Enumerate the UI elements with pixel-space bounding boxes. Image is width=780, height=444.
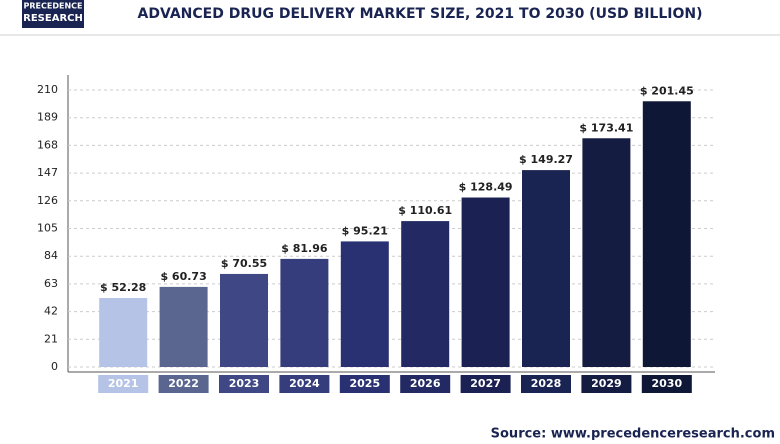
chart-title: ADVANCED DRUG DELIVERY MARKET SIZE, 2021… [138, 6, 703, 22]
y-tick-label: 42 [44, 305, 58, 318]
value-label: $ 52.28 [100, 281, 146, 294]
logo-text: RESEARCH [23, 13, 83, 24]
value-label: $ 70.55 [221, 257, 267, 270]
value-label: $ 60.73 [160, 270, 206, 283]
category-box [400, 375, 451, 393]
bar [340, 241, 389, 367]
value-label: $ 173.41 [579, 121, 633, 134]
category-box [279, 375, 330, 393]
x-tick-label: 2029 [591, 377, 622, 390]
value-label: $ 201.45 [640, 84, 694, 97]
value-label: $ 95.21 [342, 224, 388, 237]
source: Source: www.precedenceresearch.com [491, 427, 775, 441]
bar [220, 273, 268, 367]
bar [522, 170, 570, 367]
category-box [581, 375, 632, 393]
category-box [521, 375, 571, 393]
category-box [98, 375, 149, 393]
x-tick-label: 2022 [168, 377, 199, 390]
y-tick-label: 189 [37, 111, 58, 124]
x-tick-label: 2030 [651, 377, 682, 390]
bar [461, 197, 510, 367]
y-tick-label: 168 [37, 138, 58, 151]
bar [99, 298, 148, 367]
value-label: $ 128.49 [459, 181, 513, 194]
bar [582, 138, 631, 367]
y-tick-label: 0 [51, 360, 58, 373]
bar [280, 258, 329, 367]
category-box [339, 375, 390, 393]
value-label: $ 149.27 [519, 153, 573, 166]
logo-box [22, 0, 84, 28]
bar [159, 286, 208, 367]
y-tick-label: 105 [37, 222, 58, 235]
x-tick-label: 2027 [470, 377, 501, 390]
category-box [158, 375, 209, 393]
y-tick-label: 147 [37, 166, 58, 179]
x-tick-label: 2026 [410, 377, 441, 390]
y-tick-label: 63 [44, 277, 58, 290]
y-tick-label: 210 [37, 83, 58, 96]
category-box [219, 375, 269, 393]
value-label: $ 110.61 [398, 204, 452, 217]
x-tick-label: 2023 [229, 377, 260, 390]
y-tick-label: 84 [44, 249, 58, 262]
bar [642, 101, 691, 367]
category-box [641, 375, 692, 393]
category-box [460, 375, 511, 393]
y-tick-label: 21 [44, 332, 58, 345]
x-tick-label: 2021 [108, 377, 139, 390]
x-tick-label: 2025 [349, 377, 380, 390]
logo-text: PRECEDENCE [24, 2, 83, 11]
value-label: $ 81.96 [281, 242, 328, 255]
y-tick-label: 126 [37, 194, 58, 207]
x-tick-label: 2028 [531, 377, 562, 390]
bar [401, 221, 450, 367]
x-tick-label: 2024 [289, 377, 320, 390]
